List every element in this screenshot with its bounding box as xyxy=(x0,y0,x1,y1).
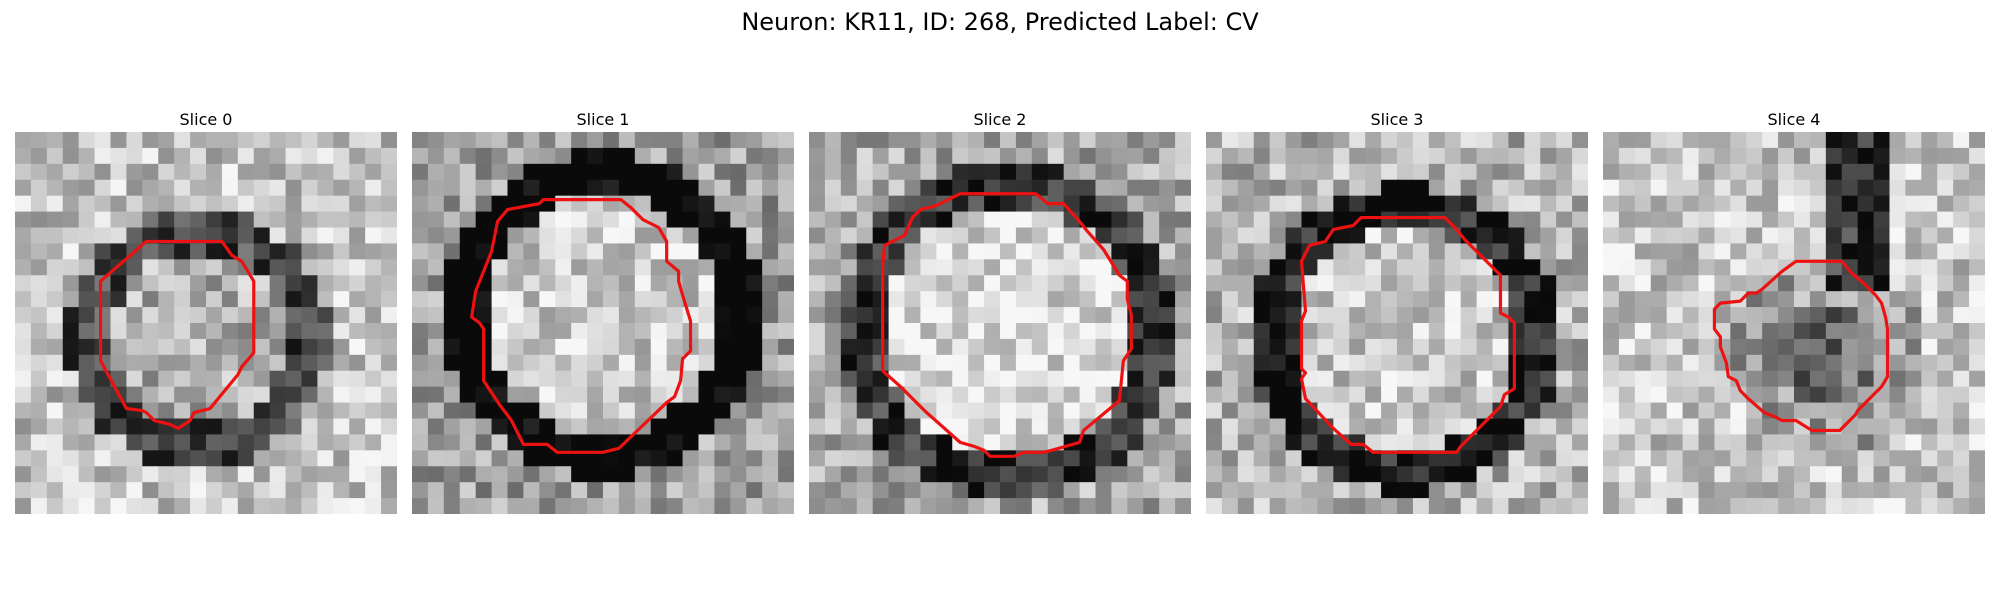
grayscale-pixels xyxy=(1603,132,1985,514)
slice-image-2 xyxy=(809,132,1191,514)
roi-contour xyxy=(98,239,256,431)
slice-title-2: Slice 2 xyxy=(973,110,1027,129)
roi-contour xyxy=(1299,215,1516,454)
roi-contour xyxy=(470,198,693,454)
slice-title-1: Slice 1 xyxy=(576,110,630,129)
slice-panel-0: Slice 0 xyxy=(15,108,397,514)
slice-image-3 xyxy=(1206,132,1588,514)
grayscale-pixels xyxy=(15,132,397,514)
slice-title-4: Slice 4 xyxy=(1767,110,1821,129)
slice-panel-1: Slice 1 xyxy=(412,108,794,514)
roi-contour xyxy=(1712,259,1890,433)
slice-image-4 xyxy=(1603,132,1985,514)
slice-panel-2: Slice 2 xyxy=(809,108,1191,514)
slice-title-3: Slice 3 xyxy=(1370,110,1424,129)
figure-title: Neuron: KR11, ID: 268, Predicted Label: … xyxy=(741,8,1259,36)
grayscale-pixels xyxy=(809,132,1191,514)
slice-panel-4: Slice 4 xyxy=(1603,108,1985,514)
grayscale-pixels xyxy=(1206,132,1588,514)
slice-image-0 xyxy=(15,132,397,514)
slice-title-0: Slice 0 xyxy=(179,110,233,129)
roi-contour xyxy=(881,192,1133,458)
grayscale-pixels xyxy=(412,132,794,514)
slice-panel-3: Slice 3 xyxy=(1206,108,1588,514)
slice-image-1 xyxy=(412,132,794,514)
